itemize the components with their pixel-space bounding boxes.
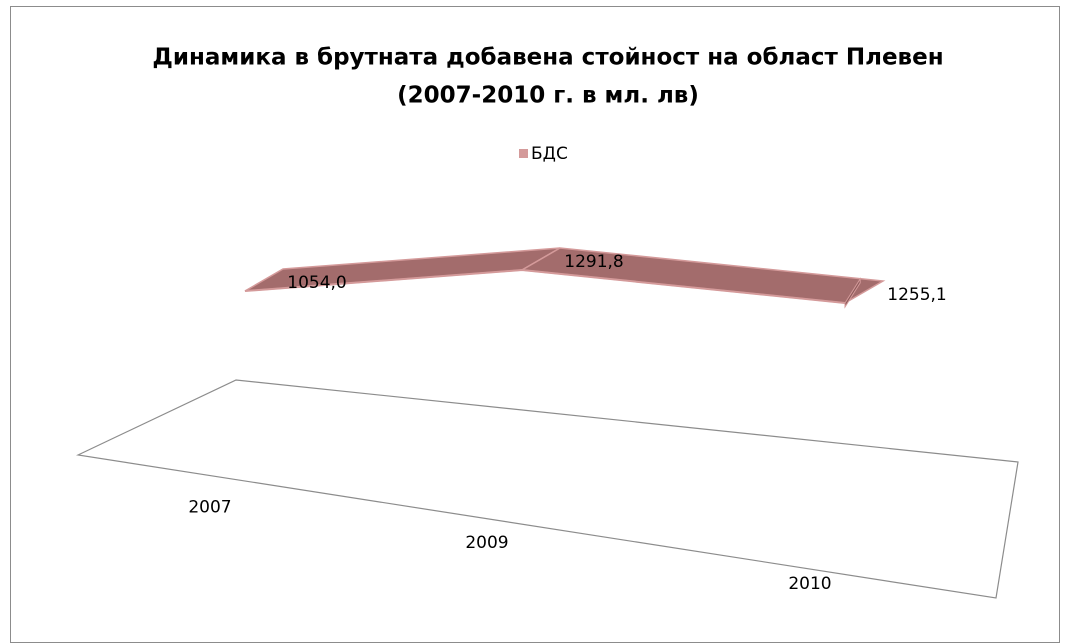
line: [244, 269, 846, 305]
x-tick-label: 2009: [465, 533, 508, 553]
legend-label: БДС: [531, 144, 568, 164]
data-label: 1054,0: [287, 273, 346, 293]
legend-swatch: [519, 149, 528, 158]
ribbon-end: [844, 277, 861, 309]
x-tick-label: 2007: [188, 497, 231, 517]
x-tick-label: 2010: [788, 574, 831, 594]
data-label: 1255,1: [887, 285, 946, 305]
data-label: 1291,8: [564, 252, 623, 272]
chart-title: (2007-2010 г. в мл. лв): [397, 83, 699, 109]
chart-title: Динамика в брутната добавена стойност на…: [152, 45, 943, 71]
chart-border: [10, 6, 1060, 643]
floor: [75, 379, 1019, 599]
